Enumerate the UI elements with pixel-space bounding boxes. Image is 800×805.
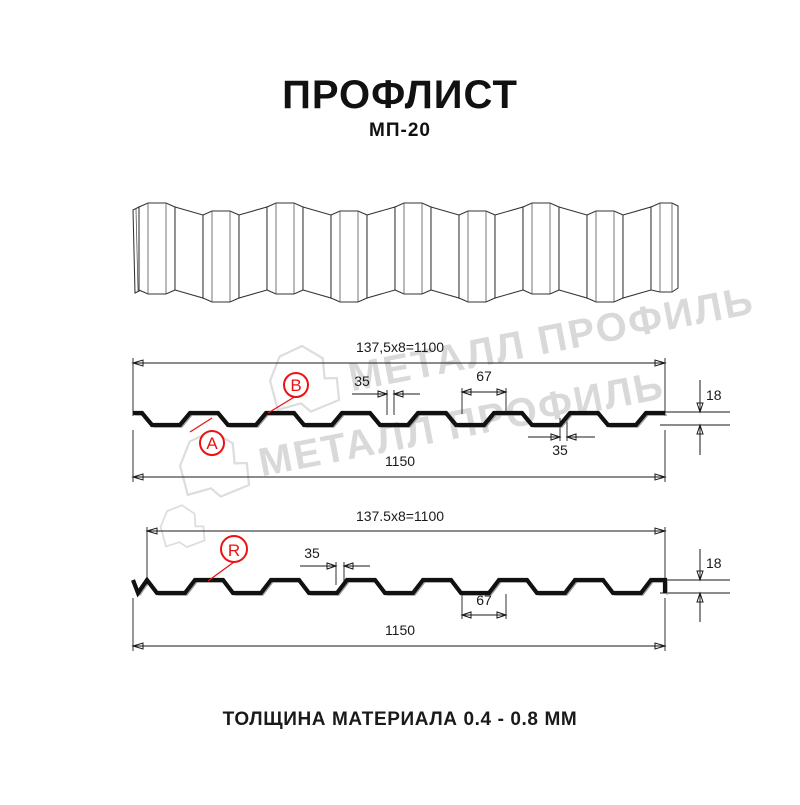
dim-height-top: 18 — [706, 387, 722, 403]
callout-mark-b[interactable]: B — [267, 372, 309, 414]
material-thickness-caption: ТОЛЩИНА МАТЕРИАЛА 0.4 - 0.8 ММ — [223, 709, 578, 730]
callout-mark-r[interactable]: R — [207, 535, 248, 582]
metall-profil-logo — [159, 504, 206, 549]
dim-crest-top: 67 — [476, 368, 492, 384]
callout-label-r: R — [228, 541, 240, 560]
callout-label-a: A — [206, 434, 218, 453]
callout-mark-a[interactable]: A — [189, 417, 225, 456]
metall-profil-logo — [268, 344, 341, 413]
callout-label-b: B — [290, 376, 301, 395]
profile-outline-top — [133, 410, 665, 428]
dim-crest-bottom: 67 — [476, 592, 492, 608]
dim-overall-top: 1150 — [385, 453, 415, 469]
dim-pitch-total-top: 137,5x8=1100 — [356, 339, 444, 355]
profile-section-top: 137,5x8=1100 35 67 35 — [131, 339, 730, 482]
profile-section-bottom: 137.5x8=1100 35 67 18 — [131, 508, 730, 651]
watermark-group: МЕТАЛЛ ПРОФИЛЬ МЕТАЛЛ ПРОФИЛЬ — [159, 278, 758, 549]
page-subtitle: МП-20 — [369, 120, 431, 141]
dim-flat-left-bottom: 35 — [304, 545, 320, 561]
dim-height-bottom: 18 — [706, 555, 722, 571]
profile-outline-bottom — [131, 576, 668, 598]
watermark-bottom — [159, 504, 206, 549]
dim-overall-bottom: 1150 — [385, 622, 415, 638]
dim-flat-right-top: 35 — [552, 442, 568, 458]
isometric-view — [132, 202, 679, 303]
dim-pitch-total-bottom: 137.5x8=1100 — [356, 508, 444, 524]
dim-flat-left-top: 35 — [354, 373, 370, 389]
page-title: ПРОФЛИСТ — [282, 73, 518, 117]
